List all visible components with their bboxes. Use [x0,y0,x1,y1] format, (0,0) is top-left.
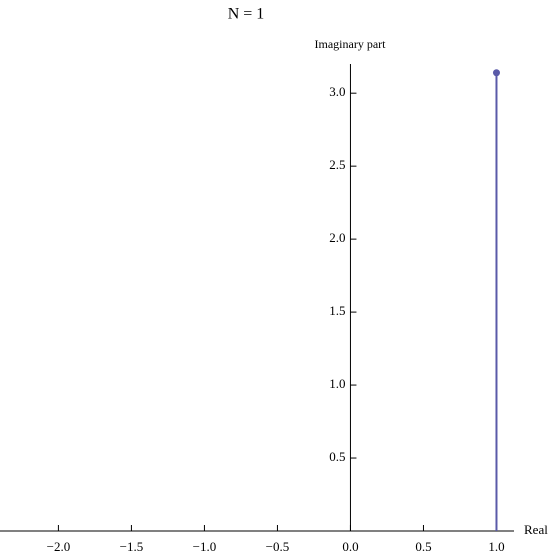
y-tick-label: 2.0 [329,230,345,245]
x-tick-label: −1.5 [120,539,144,554]
y-axis-label: Imaginary part [315,37,387,51]
point [492,69,500,77]
y-tick-label: 2.5 [329,157,345,172]
x-axis-label: Real [524,522,548,537]
y-tick-label: 1.5 [329,303,345,318]
x-tick-label: −1.0 [193,539,217,554]
x-tick-label: 0.0 [342,539,358,554]
y-tick-label: 0.5 [329,449,345,464]
x-tick-label: 1.0 [488,539,504,554]
y-tick-label: 3.0 [329,84,345,99]
x-tick-label: 0.5 [415,539,431,554]
x-tick-label: −2.0 [47,539,71,554]
x-tick-label: −0.5 [266,539,290,554]
y-tick-label: 1.0 [329,376,345,391]
chart-title: N = 1 [228,6,265,23]
